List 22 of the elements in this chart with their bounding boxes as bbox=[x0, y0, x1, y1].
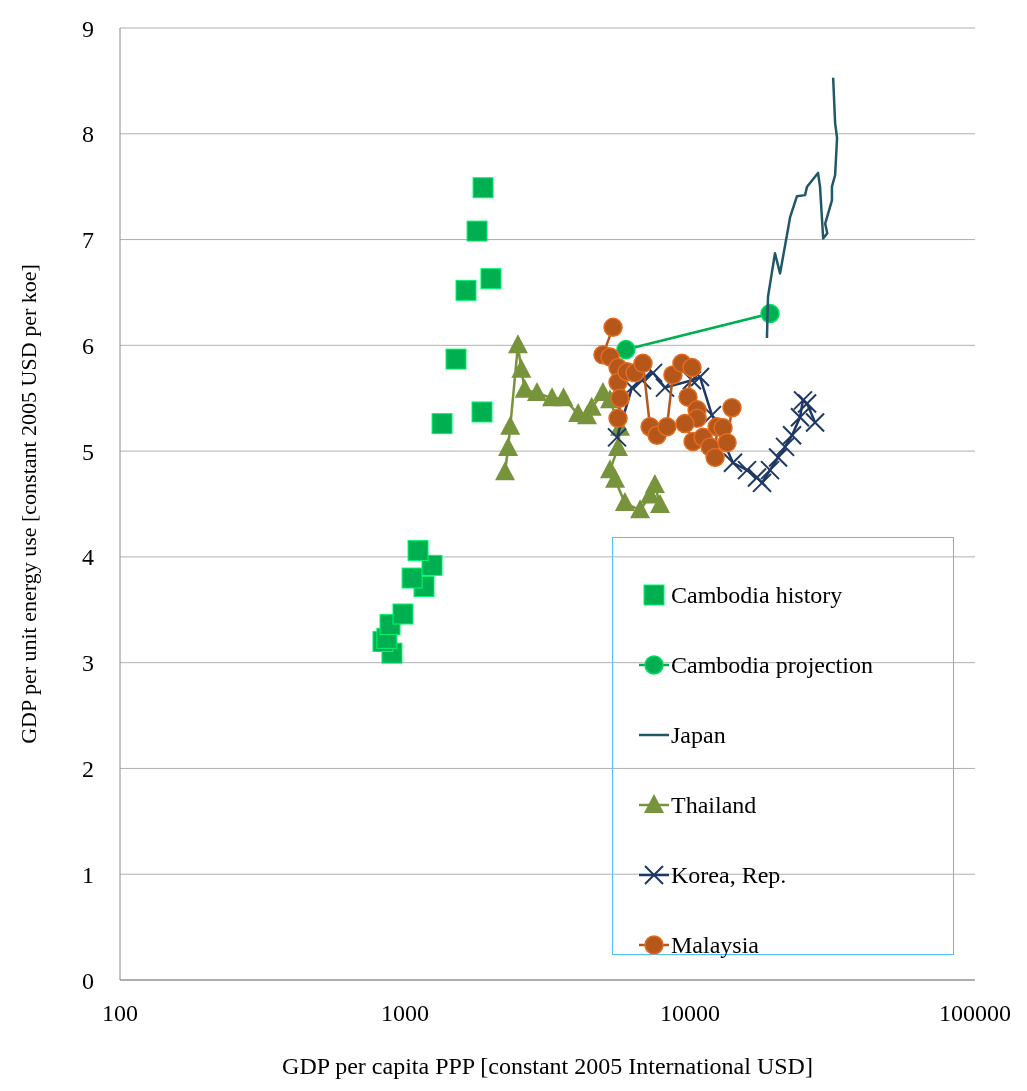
x-tick-label: 10000 bbox=[660, 1000, 720, 1027]
legend-label: Korea, Rep. bbox=[671, 861, 787, 889]
legend-label: Japan bbox=[671, 721, 726, 749]
y-tick-label: 7 bbox=[82, 227, 94, 254]
y-tick-label: 8 bbox=[82, 121, 94, 148]
y-axis-title: GDP per unit energy use [constant 2005 USD per koe] bbox=[15, 264, 41, 744]
y-tick-label: 2 bbox=[82, 755, 94, 782]
x-tick-label: 100 bbox=[102, 1000, 138, 1027]
x-tick-label: 100000 bbox=[939, 1000, 1011, 1027]
legend-label: Cambodia projection bbox=[671, 651, 873, 679]
y-tick-label: 0 bbox=[82, 967, 94, 994]
y-tick-label: 3 bbox=[82, 650, 94, 677]
y-tick-label: 9 bbox=[82, 15, 94, 42]
legend-label: Cambodia history bbox=[671, 581, 843, 609]
y-tick-label: 4 bbox=[82, 544, 94, 571]
y-tick-label: 5 bbox=[82, 438, 94, 465]
legend-label: Malaysia bbox=[671, 931, 759, 959]
x-axis-title: GDP per capita PPP [constant 2005 International USD] bbox=[282, 1053, 813, 1079]
y-tick-label: 6 bbox=[82, 332, 94, 359]
y-tick-label: 1 bbox=[82, 861, 94, 888]
legend-label: Thailand bbox=[671, 791, 757, 819]
x-tick-label: 1000 bbox=[381, 1000, 429, 1027]
